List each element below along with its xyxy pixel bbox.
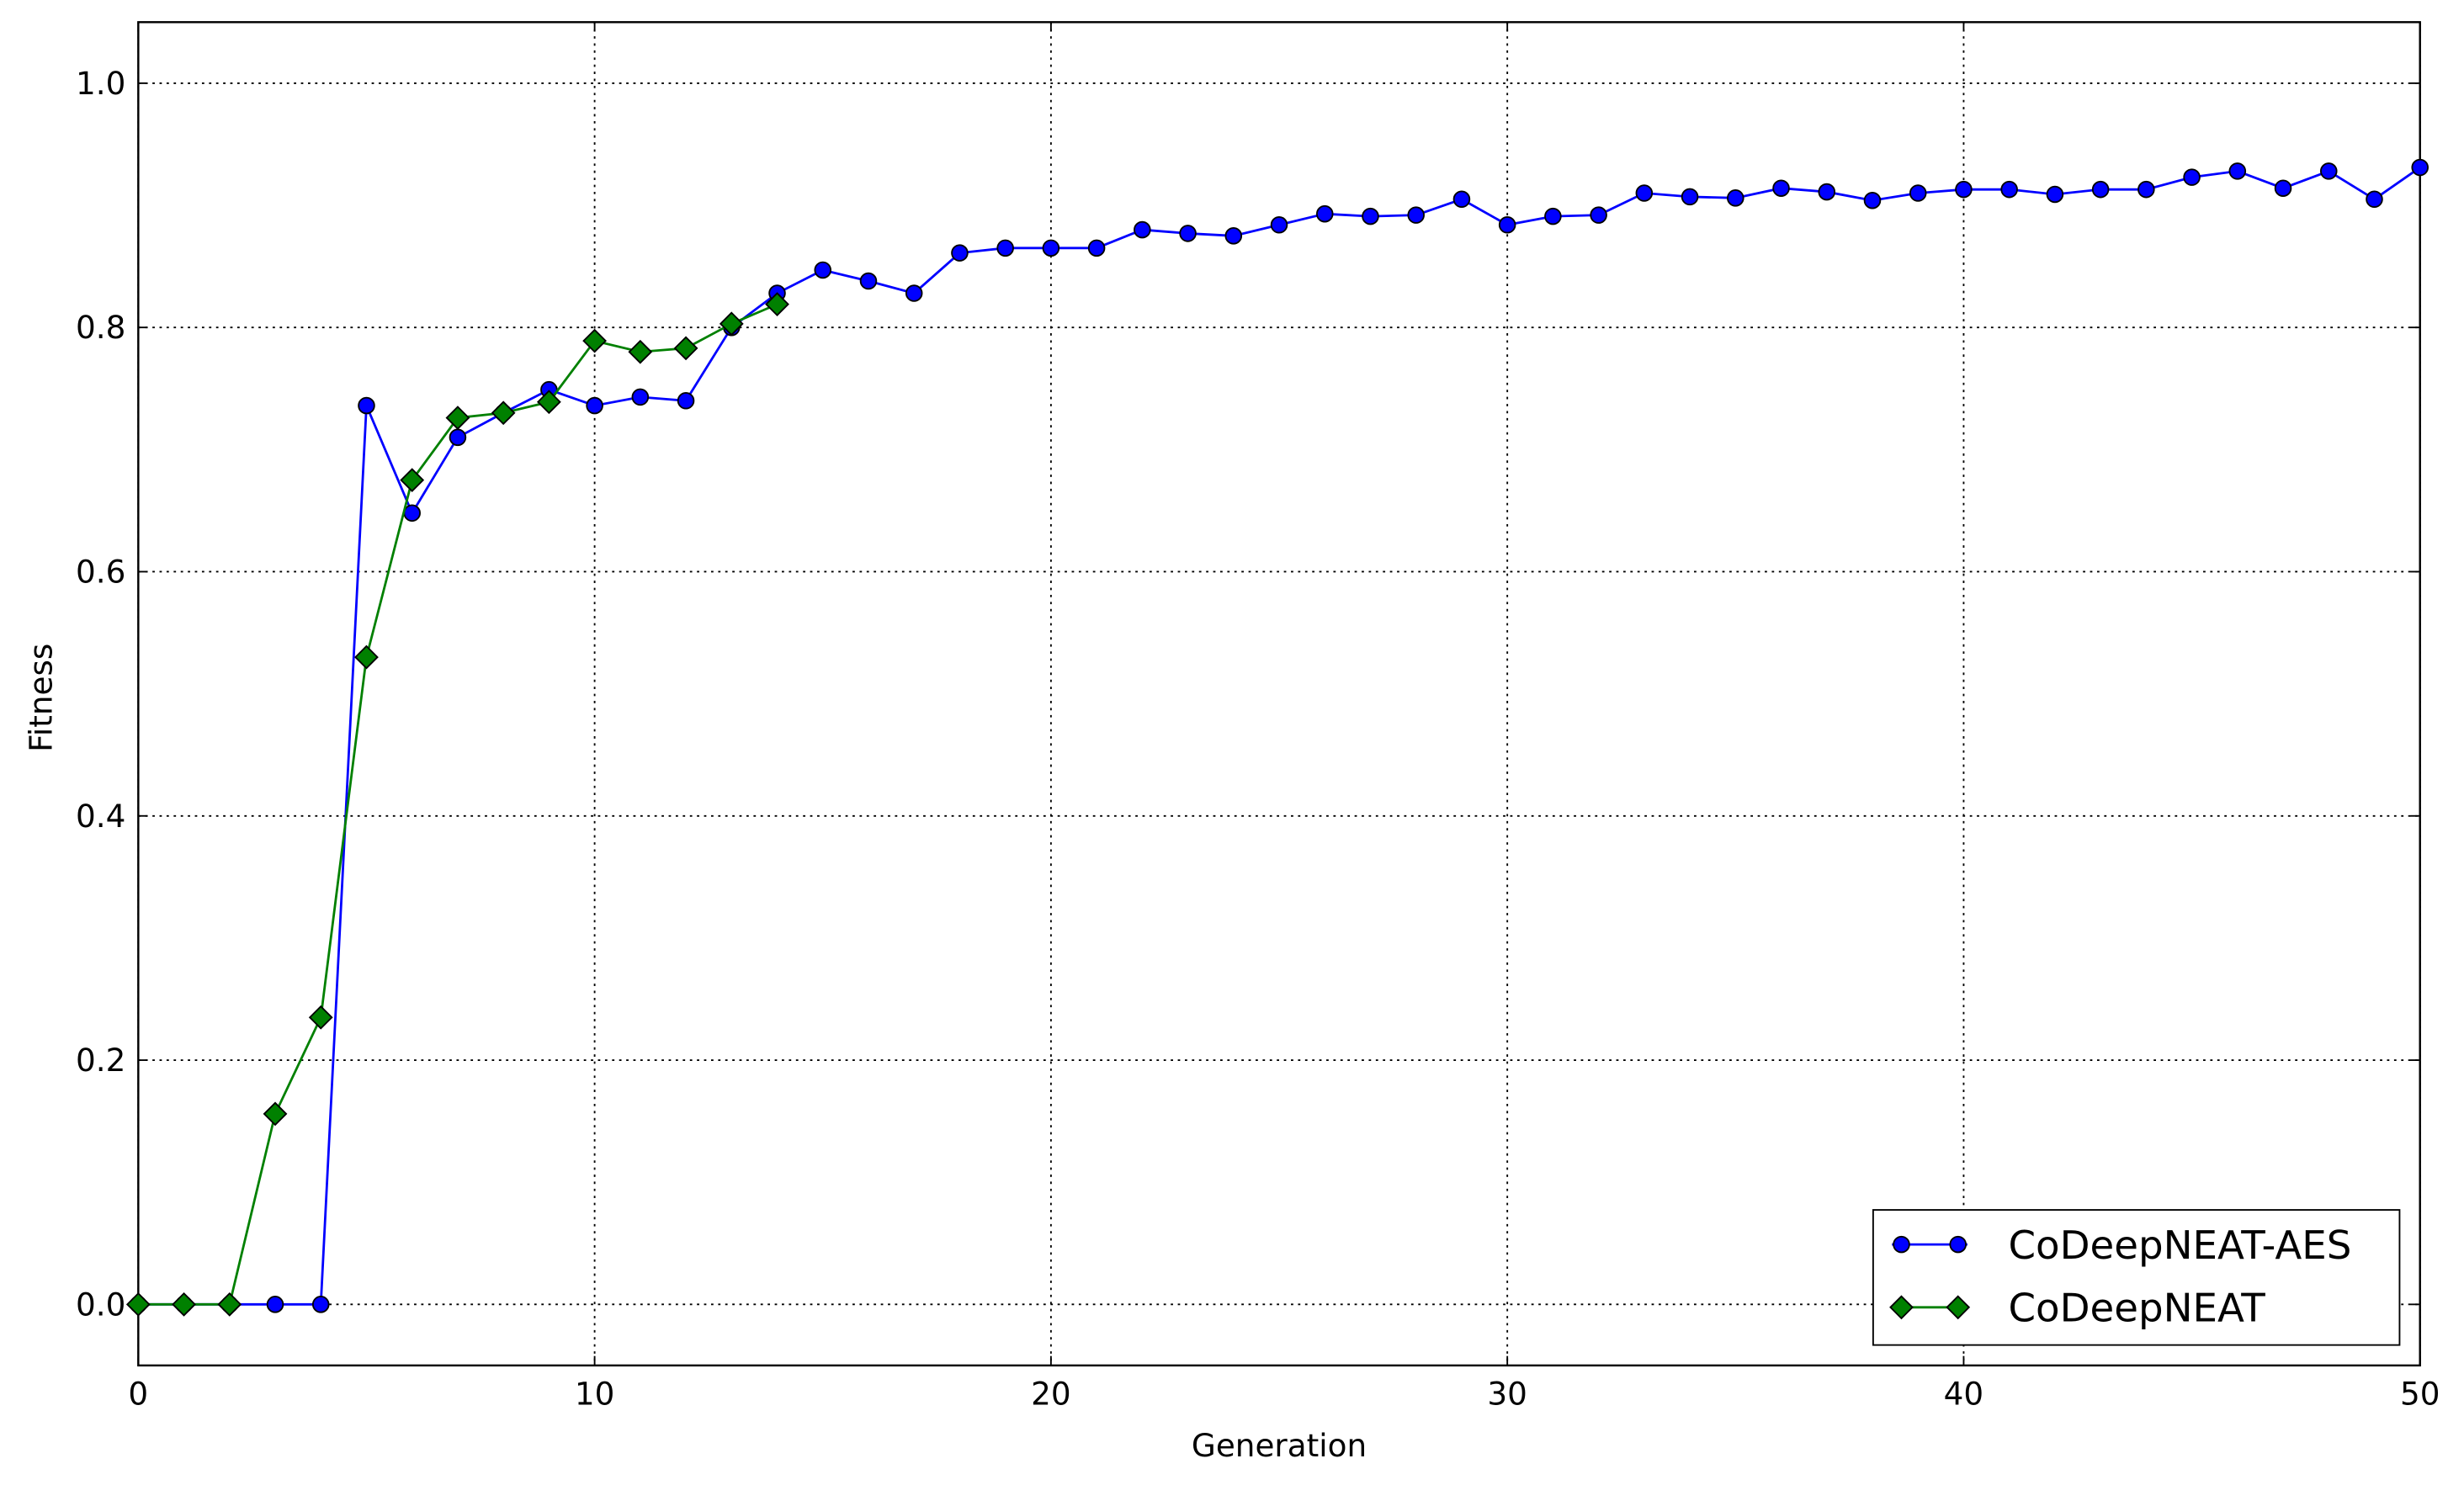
x-tick-label: 50 (2400, 1376, 2440, 1413)
x-axis-label: Generation (1192, 1427, 1367, 1464)
data-point (311, 1296, 330, 1313)
data-point (996, 239, 1014, 257)
data-point (1863, 191, 1882, 209)
data-point (673, 336, 698, 361)
x-tick-label: 30 (1487, 1376, 1527, 1413)
data-point (2000, 180, 2018, 199)
data-point (1818, 183, 1836, 201)
legend-marker (1889, 1295, 1914, 1320)
data-point (400, 468, 425, 493)
data-point (491, 400, 516, 426)
data-point (951, 244, 969, 262)
data-point (1498, 215, 1516, 234)
data-point (2137, 180, 2155, 199)
data-point (354, 644, 379, 670)
data-point (631, 388, 650, 406)
data-point (1635, 184, 1654, 202)
data-point (1955, 180, 1973, 199)
legend-marker (1893, 1235, 1910, 1254)
data-point (1270, 215, 1288, 234)
data-point (2366, 190, 2383, 209)
data-point (2091, 180, 2110, 199)
data-point (1544, 207, 1562, 225)
y-tick-label: 0.2 (76, 1042, 125, 1079)
data-point (445, 406, 470, 430)
y-axis-label: Fitness (23, 644, 60, 752)
data-point (719, 311, 744, 337)
data-point (1134, 220, 1151, 239)
data-point (905, 284, 923, 302)
y-tick-label: 1.0 (76, 65, 125, 102)
data-point (263, 1101, 288, 1127)
data-point (358, 396, 375, 415)
data-point (1042, 239, 1060, 257)
data-point (628, 339, 653, 364)
x-tick-label: 20 (1031, 1376, 1071, 1413)
data-point (2046, 185, 2064, 204)
data-point (2228, 162, 2247, 180)
legend-marker (1946, 1295, 1971, 1320)
legend-label: CoDeepNEAT-AES (2008, 1223, 2351, 1269)
data-point (403, 504, 421, 522)
data-point (449, 428, 467, 447)
data-point (125, 1291, 151, 1317)
data-point (217, 1291, 242, 1317)
data-point (1727, 189, 1744, 207)
data-point (586, 396, 603, 415)
data-point (1224, 227, 1243, 245)
x-tick-label: 0 (128, 1376, 148, 1413)
plot-frame (137, 21, 2421, 1367)
data-point (1179, 225, 1197, 242)
data-point (266, 1296, 284, 1313)
y-tick-label: 0.0 (76, 1286, 125, 1323)
legend-marker (1949, 1235, 1967, 1254)
data-point (1315, 204, 1334, 223)
legend-label: CoDeepNEAT (2008, 1286, 2265, 1332)
data-point (814, 261, 832, 279)
data-point (1087, 239, 1106, 257)
data-point (172, 1291, 196, 1317)
data-point (1772, 179, 1790, 197)
data-point (2183, 168, 2201, 186)
data-point (677, 391, 695, 410)
y-tick-label: 0.4 (76, 798, 125, 835)
y-tick-label: 0.6 (76, 554, 125, 591)
x-tick-label: 40 (1944, 1376, 1984, 1413)
data-point (765, 292, 789, 316)
data-point (1590, 206, 1607, 224)
data-point (2274, 179, 2292, 197)
data-point (1681, 188, 1699, 206)
data-point (308, 1005, 333, 1030)
data-point (1407, 206, 1425, 224)
data-point (2411, 158, 2429, 177)
data-point (1452, 190, 1471, 209)
data-point (536, 390, 561, 415)
data-point (582, 328, 607, 353)
data-point (859, 272, 878, 290)
y-tick-label: 0.8 (76, 309, 125, 346)
legend-box (1872, 1209, 2401, 1346)
data-point (2319, 162, 2338, 180)
x-tick-label: 10 (575, 1376, 615, 1413)
data-point (1909, 184, 1927, 202)
data-point (1362, 207, 1379, 225)
